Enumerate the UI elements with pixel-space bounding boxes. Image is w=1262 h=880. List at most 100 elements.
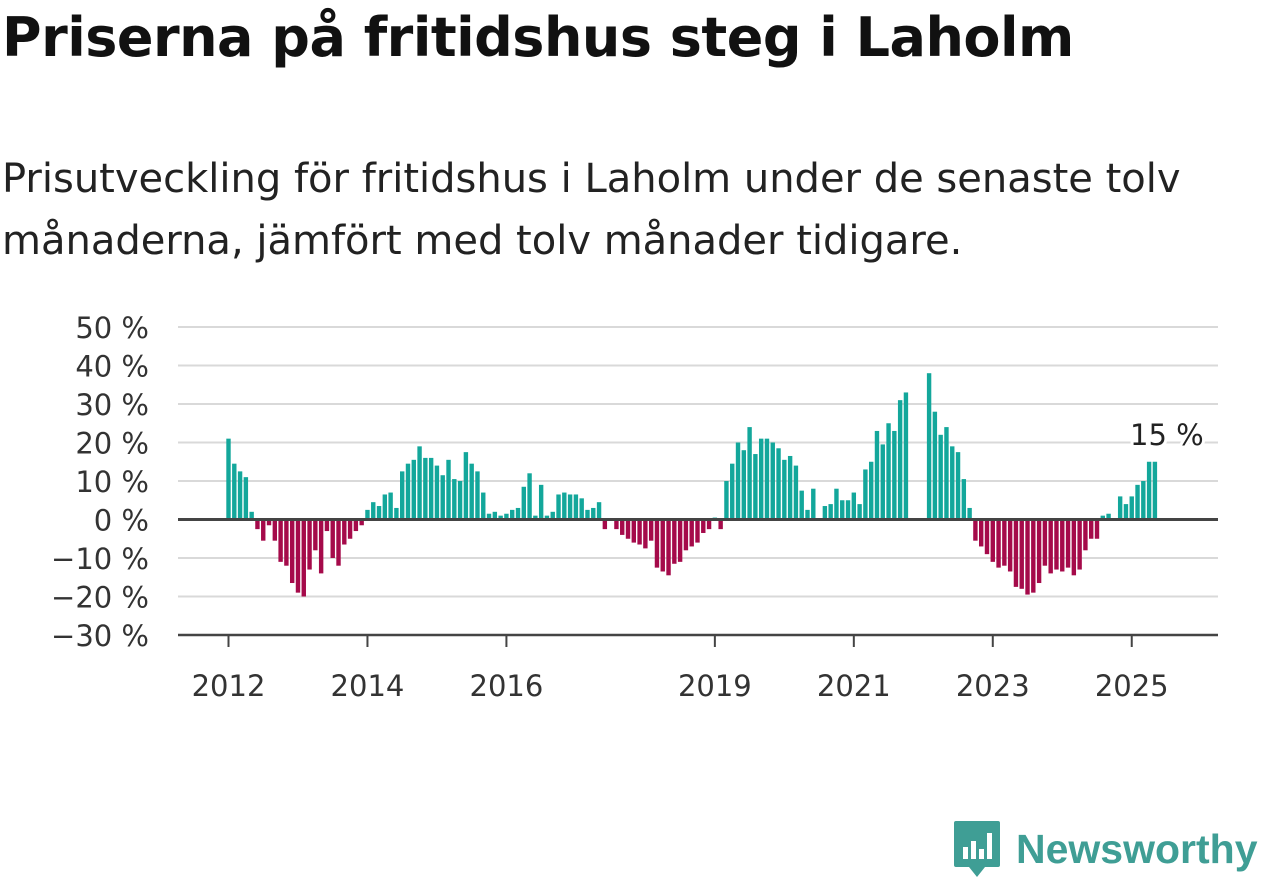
- bar: [492, 511, 498, 520]
- bar: [533, 515, 538, 520]
- y-tick-label: 0 %: [94, 504, 149, 538]
- bar: [237, 471, 243, 520]
- bar: [944, 427, 949, 520]
- bar: [764, 438, 770, 520]
- bar: [417, 446, 422, 520]
- bar: [591, 507, 596, 520]
- bar: [278, 519, 283, 562]
- bar: [1106, 513, 1111, 520]
- bar: [440, 475, 445, 520]
- bar: [295, 519, 301, 593]
- bar: [1071, 519, 1077, 576]
- bar: [232, 463, 237, 520]
- bar: [758, 438, 764, 520]
- y-axis-tick-labels: 50 % 40 % 30 % 20 % 10 % 0 % −10 % −20 % −30 %: [51, 311, 149, 653]
- bar: [950, 446, 955, 520]
- axes: [178, 518, 1218, 647]
- gridlines: [178, 326, 1218, 598]
- bar: [405, 463, 411, 520]
- bar: [1042, 519, 1048, 566]
- bar: [1036, 519, 1042, 584]
- bar: [266, 519, 272, 526]
- bar: [446, 459, 451, 520]
- bar: [388, 492, 393, 520]
- y-tick-label: −30 %: [51, 619, 149, 653]
- brand-name: Newsworthy: [1016, 825, 1258, 872]
- bar: [400, 471, 405, 520]
- bar: [1117, 496, 1123, 520]
- bar: [376, 506, 382, 520]
- bar: [851, 492, 857, 520]
- bar: [1019, 519, 1024, 589]
- bar: [961, 479, 967, 520]
- bar: [1060, 519, 1065, 572]
- bar: [741, 450, 747, 520]
- bar: [1031, 519, 1036, 593]
- bar: [724, 481, 729, 520]
- bar: [1123, 504, 1129, 520]
- bar: [359, 519, 364, 526]
- bar: [423, 457, 428, 520]
- bar: [596, 502, 602, 520]
- bar: [1089, 519, 1094, 539]
- bar: [272, 519, 278, 541]
- bar: [1152, 461, 1158, 520]
- bar: [1025, 519, 1030, 595]
- bar: [324, 519, 330, 532]
- bar: [967, 507, 972, 520]
- bar: [1141, 481, 1146, 520]
- y-tick-label: 20 %: [75, 427, 149, 461]
- bar: [1135, 484, 1140, 520]
- bar: [411, 459, 416, 520]
- bar: [544, 515, 550, 520]
- chart-subtitle: Prisutveckling för fritidshus i Laholm u…: [2, 156, 1181, 264]
- bar: [261, 519, 266, 541]
- bar: [307, 519, 312, 570]
- bar: [932, 411, 938, 520]
- bar: [573, 494, 579, 520]
- bar: [874, 430, 880, 520]
- bar: [538, 484, 544, 520]
- bar: [1083, 519, 1088, 551]
- bar: [811, 488, 816, 520]
- bar: [353, 519, 359, 532]
- bar: [926, 373, 932, 520]
- bar: [515, 507, 521, 520]
- bar: [567, 494, 573, 520]
- x-tick-label: 2016: [470, 669, 544, 703]
- annotation-label: 15 %: [1130, 418, 1204, 452]
- bar: [347, 519, 353, 539]
- bar: [1146, 461, 1152, 520]
- bar: [770, 442, 775, 520]
- bar: [365, 509, 370, 520]
- bar: [579, 498, 584, 520]
- y-tick-label: 50 %: [75, 311, 149, 345]
- bar: [677, 519, 683, 562]
- bar: [718, 519, 723, 530]
- bar: [689, 519, 694, 547]
- bar: [892, 430, 897, 520]
- newsworthy-logo-icon: [954, 821, 1000, 877]
- bar: [1094, 519, 1100, 539]
- bar: [226, 438, 231, 520]
- bar: [585, 509, 590, 520]
- y-tick-label: −10 %: [51, 542, 149, 576]
- bar: [701, 519, 706, 533]
- bar: [434, 465, 440, 520]
- bar: [284, 519, 289, 566]
- bar: [840, 500, 845, 520]
- bar: [550, 511, 555, 520]
- bar: [753, 454, 758, 520]
- x-tick-label: 2021: [817, 669, 891, 703]
- bar: [1077, 519, 1082, 570]
- bar: [868, 461, 874, 520]
- bar: [1048, 519, 1053, 574]
- bar: [1013, 519, 1019, 587]
- bar: [631, 519, 636, 543]
- chart-title: Priserna på fritidshus steg i Laholm: [2, 6, 1074, 69]
- annotations: 15 %: [1127, 415, 1207, 455]
- x-tick-label: 2025: [1095, 669, 1169, 703]
- bar: [521, 486, 526, 520]
- bar-chart: 50 % 40 % 30 % 20 % 10 % 0 % −10 % −20 % −30 % 2…: [51, 311, 1218, 703]
- bar: [706, 519, 712, 530]
